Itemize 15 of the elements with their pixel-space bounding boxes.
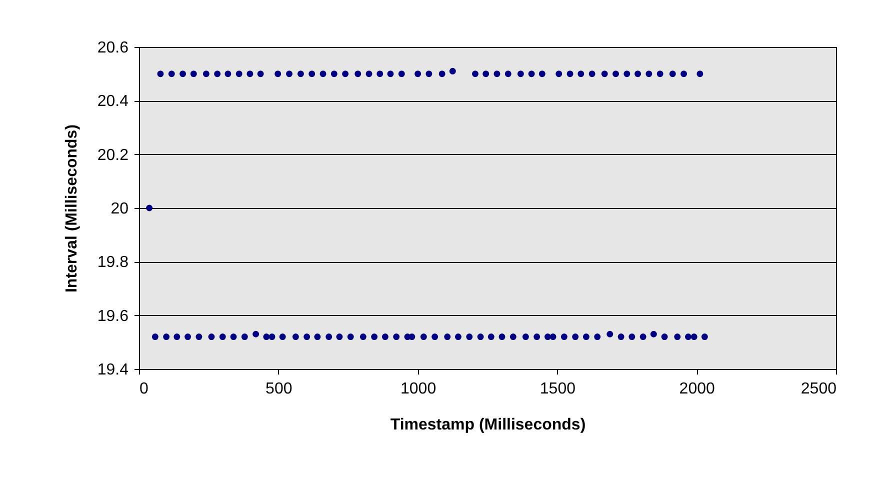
y-axis-title: Interval (Milliseconds) bbox=[63, 124, 80, 293]
x-axis-title: Timestamp (Milliseconds) bbox=[390, 416, 586, 434]
y-tick-label: 20 bbox=[110, 200, 129, 218]
x-tick-label: 0 bbox=[140, 380, 148, 398]
x-tick-label: 2500 bbox=[800, 380, 837, 398]
y-tick-label: 19.4 bbox=[97, 362, 129, 378]
y-tick-label: 19.8 bbox=[97, 254, 129, 272]
y-tick-label: 20.6 bbox=[97, 40, 129, 56]
x-tick-label: 1500 bbox=[540, 380, 576, 398]
x-tick-label: 1000 bbox=[400, 380, 436, 398]
y-tick-label: 20.2 bbox=[97, 146, 129, 164]
x-tick-label: 2000 bbox=[679, 380, 715, 398]
y-tick-label: 20.4 bbox=[97, 93, 129, 110]
x-tick-label: 500 bbox=[266, 380, 292, 398]
y-tick-label: 19.6 bbox=[97, 308, 129, 325]
